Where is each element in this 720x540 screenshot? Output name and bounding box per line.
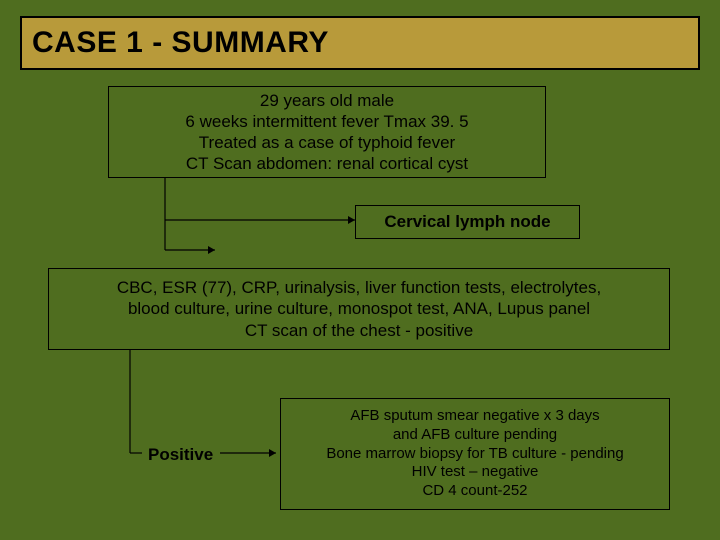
- box-text-line: blood culture, urine culture, monospot t…: [128, 298, 590, 319]
- patient-summary-box: 29 years old male6 weeks intermittent fe…: [108, 86, 546, 178]
- slide-title: CASE 1 - SUMMARY: [32, 26, 329, 60]
- box-text-line: 6 weeks intermittent fever Tmax 39. 5: [185, 111, 468, 132]
- box-text-line: HIV test – negative: [412, 463, 539, 482]
- box-text-line: Treated as a case of typhoid fever: [199, 132, 455, 153]
- box-text-line: CT Scan abdomen: renal cortical cyst: [186, 153, 468, 174]
- box-text-line: and AFB culture pending: [393, 426, 557, 445]
- box-text-line: Cervical lymph node: [384, 211, 550, 232]
- cervical-node-box: Cervical lymph node: [355, 205, 580, 239]
- afb-results-box: AFB sputum smear negative x 3 daysand AF…: [280, 398, 670, 510]
- labs-box: CBC, ESR (77), CRP, urinalysis, liver fu…: [48, 268, 670, 350]
- box-text-line: CD 4 count-252: [422, 482, 527, 501]
- box-text-line: CBC, ESR (77), CRP, urinalysis, liver fu…: [117, 277, 601, 298]
- title-bar: CASE 1 - SUMMARY: [20, 16, 700, 70]
- box-text-line: Bone marrow biopsy for TB culture - pend…: [326, 445, 623, 464]
- box-text-line: 29 years old male: [260, 90, 394, 111]
- box-text-line: AFB sputum smear negative x 3 days: [350, 407, 599, 426]
- box-text-line: CT scan of the chest - positive: [245, 320, 473, 341]
- positive-label: Positive: [148, 445, 213, 465]
